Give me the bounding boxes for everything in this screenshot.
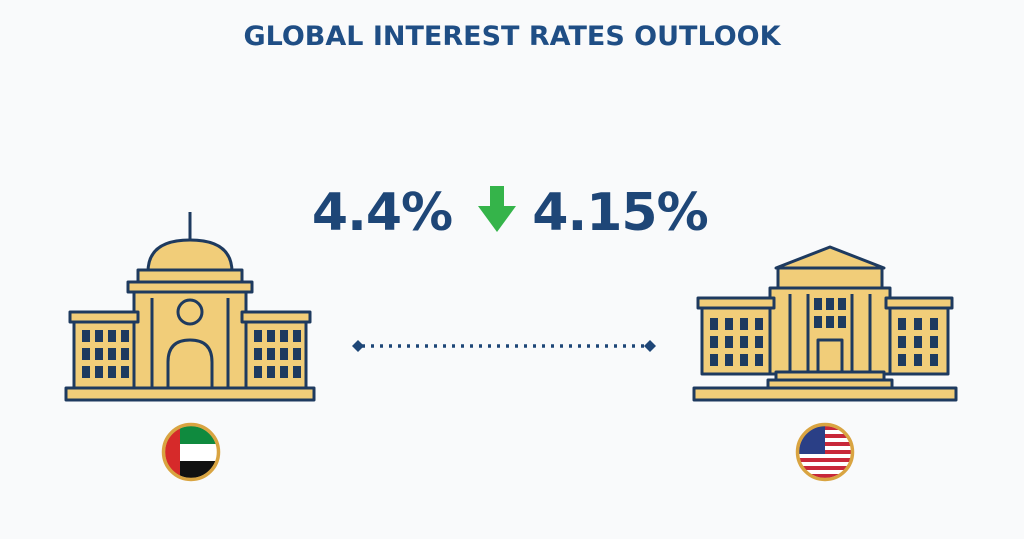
window [826,298,834,310]
window [710,318,718,330]
window [108,366,116,378]
down-arrow [478,186,516,232]
window [755,354,763,366]
window [914,354,922,366]
window [108,330,116,342]
window [293,348,301,360]
stripe [799,474,851,478]
window [108,348,116,360]
window [95,366,103,378]
window [254,330,262,342]
stripe [799,458,851,462]
connector [352,340,656,352]
window [82,348,90,360]
window [267,366,275,378]
window [898,318,906,330]
window [725,318,733,330]
title: GLOBAL INTEREST RATES OUTLOOK [243,21,781,52]
window [914,336,922,348]
window [914,318,922,330]
window [121,348,129,360]
window [280,348,288,360]
window [755,336,763,348]
window [267,330,275,342]
window [898,336,906,348]
window [725,354,733,366]
window [814,298,822,310]
window [254,348,262,360]
us-flag [795,422,855,482]
window [293,366,301,378]
window [95,348,103,360]
window [826,316,834,328]
window [254,366,262,378]
window [838,298,846,310]
us-building [692,245,958,402]
window [82,330,90,342]
window [710,354,718,366]
uae-flag [161,422,221,482]
window [740,354,748,366]
window [838,316,846,328]
window [280,330,288,342]
window [930,336,938,348]
window [82,366,90,378]
window [740,318,748,330]
window [740,336,748,348]
window [267,348,275,360]
window [121,330,129,342]
window [710,336,718,348]
window [95,330,103,342]
stripe [799,466,851,470]
window [755,318,763,330]
window [121,366,129,378]
window [930,354,938,366]
window [293,330,301,342]
window [725,336,733,348]
window [814,316,822,328]
window [898,354,906,366]
window [930,318,938,330]
uae-building [64,212,316,402]
window [280,366,288,378]
rate-from: 4.4% [312,183,452,243]
rate-to: 4.15% [532,183,707,243]
